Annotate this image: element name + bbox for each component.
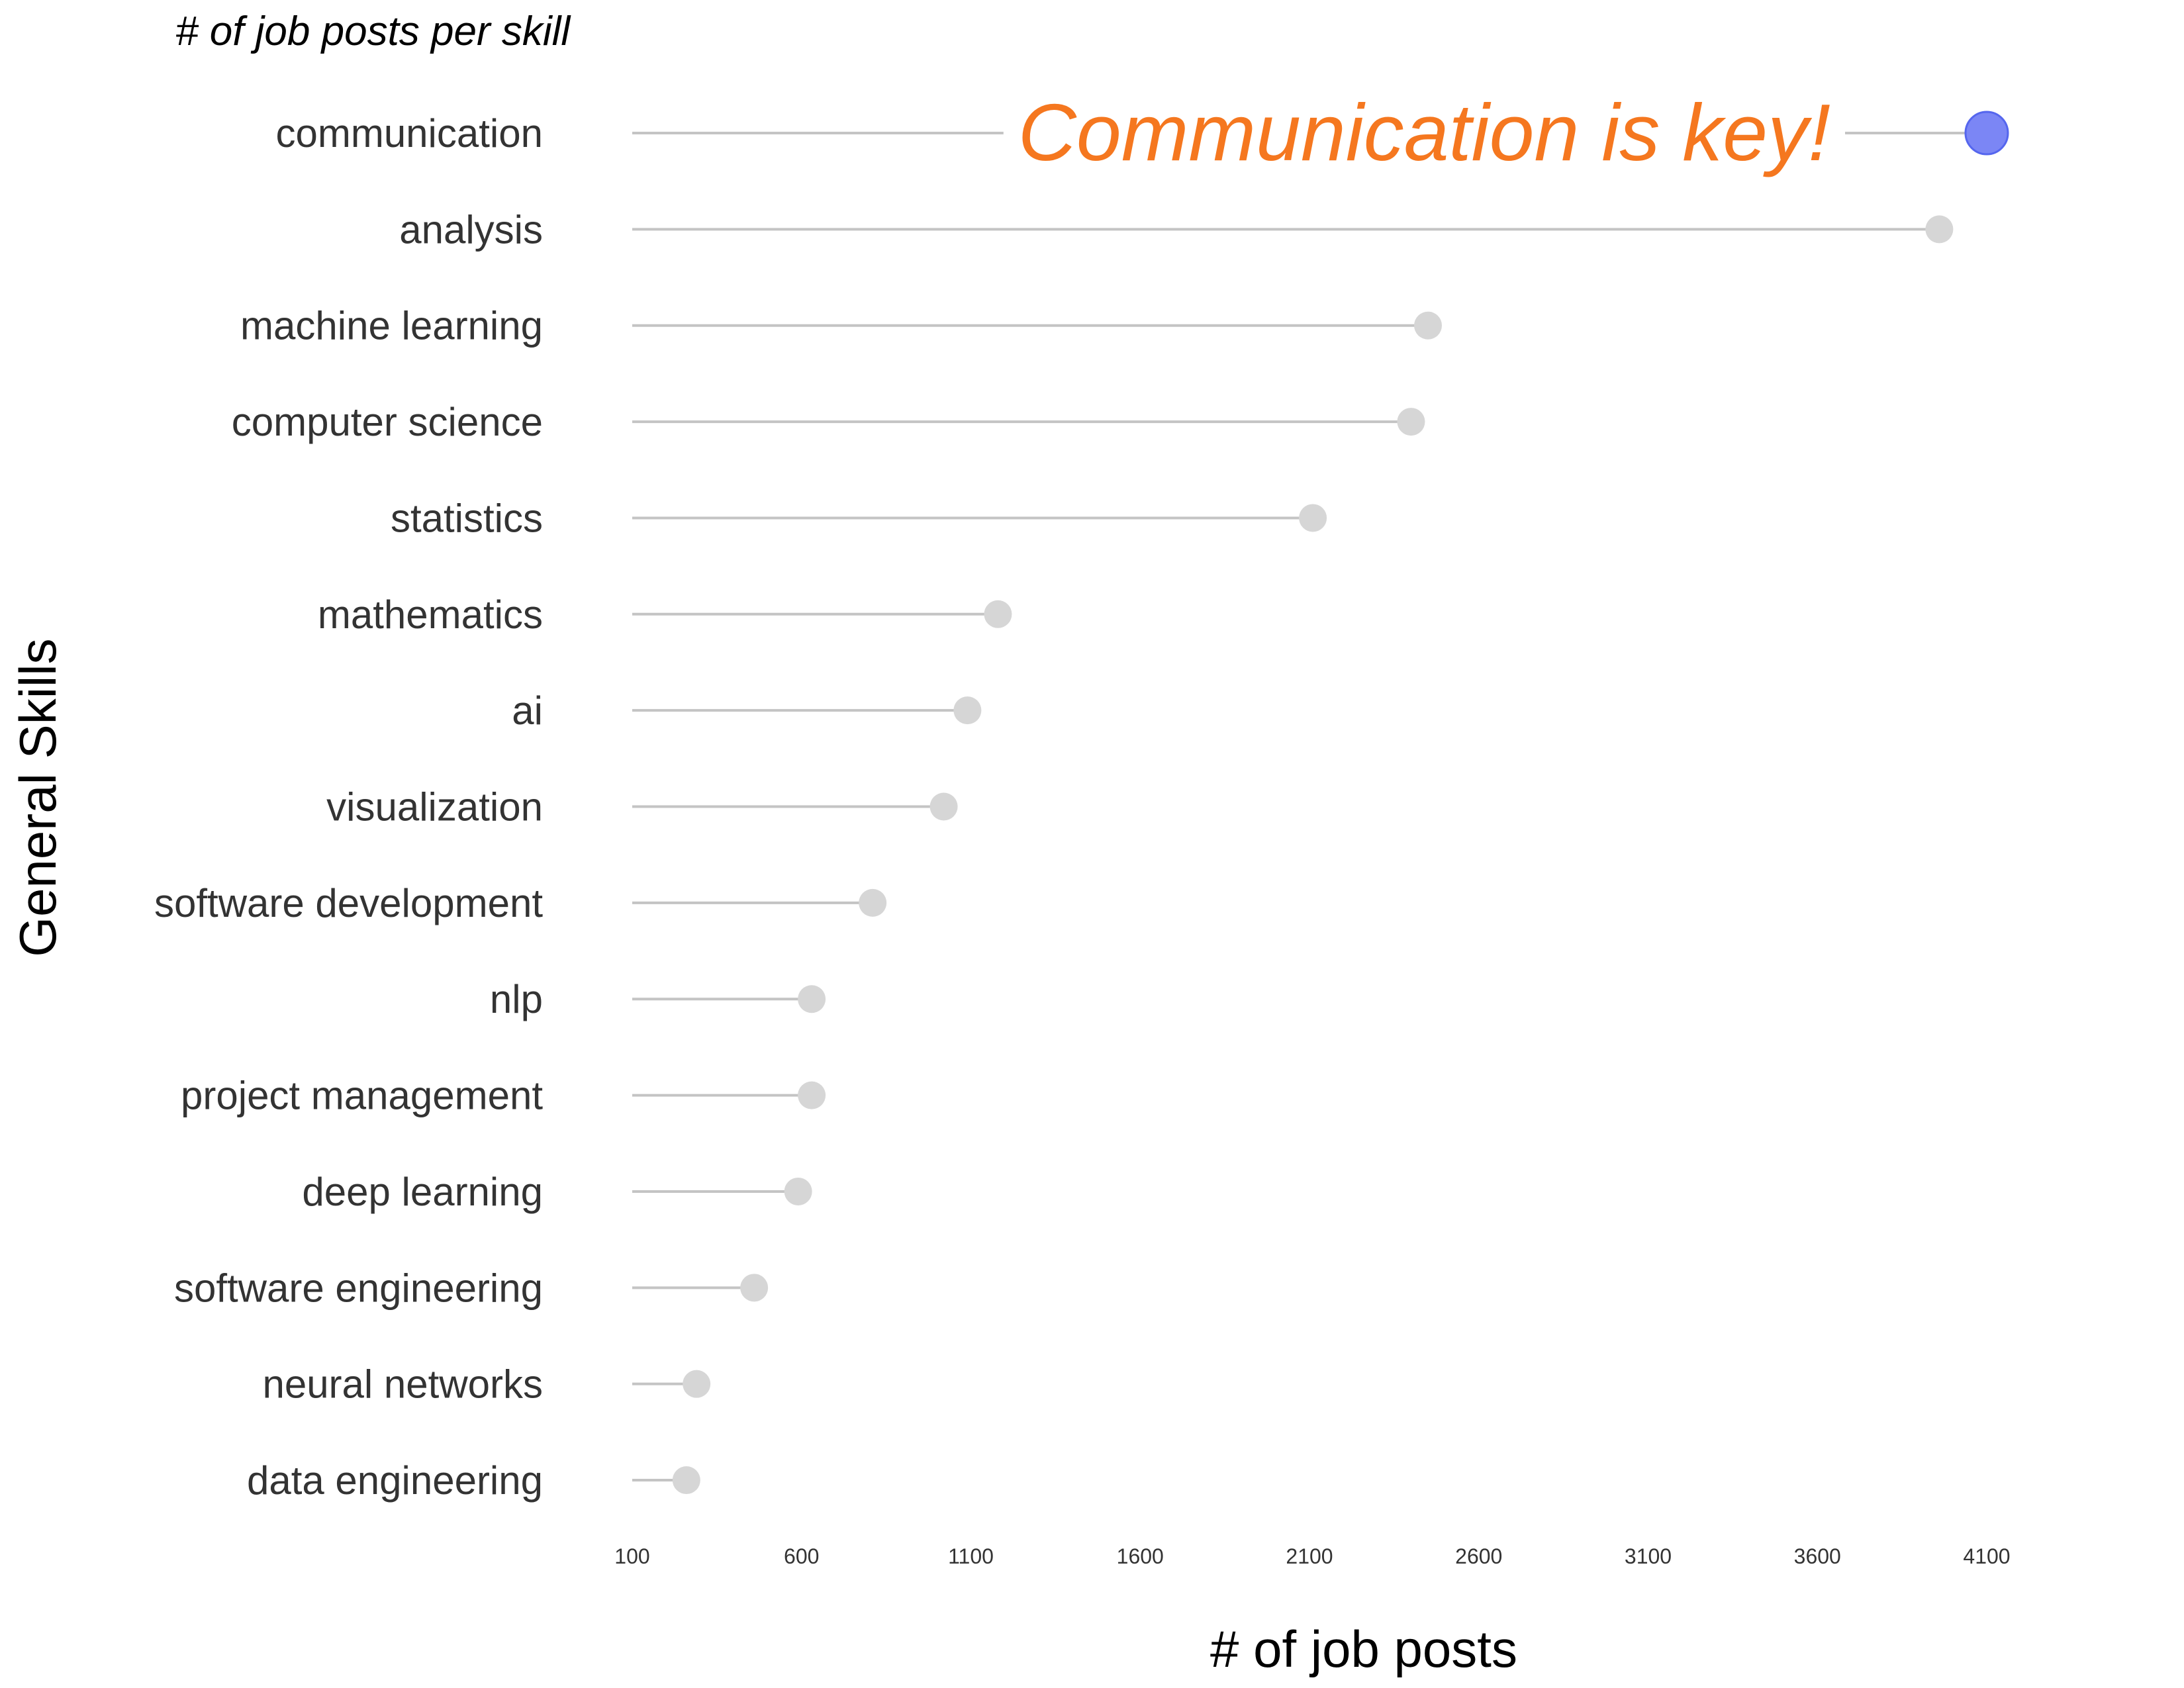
dot-machine-learning xyxy=(1414,311,1443,340)
category-label: communication xyxy=(275,111,543,156)
category-label: statistics xyxy=(391,496,543,540)
x-tick-label: 600 xyxy=(784,1544,819,1568)
dot-communication xyxy=(1964,111,2009,156)
x-tick-label: 2600 xyxy=(1455,1544,1502,1568)
category-label: data engineering xyxy=(247,1458,543,1503)
dot-project-management xyxy=(798,1081,826,1109)
dot-ai xyxy=(953,696,982,725)
dot-mathematics xyxy=(984,600,1012,628)
dot-software-engineering xyxy=(740,1274,769,1302)
category-labels: communication analysis machine learning com… xyxy=(154,111,543,1503)
dots-layer xyxy=(672,111,2009,1495)
category-label: nlp xyxy=(490,977,543,1021)
category-label: software development xyxy=(154,881,543,925)
category-label: deep learning xyxy=(302,1170,543,1214)
category-label: neural networks xyxy=(262,1362,543,1407)
annotation-text: Communication is key! xyxy=(1018,87,1830,177)
chart-subtitle: # of job posts per skill xyxy=(175,9,571,54)
x-tick-label: 100 xyxy=(614,1544,649,1568)
annotation-layer: Communication is key! xyxy=(1003,87,1845,177)
x-tick-label: 1100 xyxy=(948,1544,994,1568)
dot-neural-networks xyxy=(683,1370,711,1398)
x-tick-label: 4100 xyxy=(1963,1544,2010,1568)
dot-computer-science xyxy=(1397,408,1425,436)
x-axis-title: # of job posts xyxy=(1210,1620,1517,1678)
dot-deep-learning xyxy=(784,1177,812,1205)
category-label: ai xyxy=(512,688,543,733)
category-label: visualization xyxy=(326,785,543,829)
x-tick-label: 3100 xyxy=(1625,1544,1672,1568)
x-tick-labels: 100 600 1100 1600 2100 2600 3100 3600 4100 xyxy=(614,1544,2010,1568)
category-label: machine learning xyxy=(240,304,543,348)
category-label: mathematics xyxy=(318,592,543,637)
annotation-backing xyxy=(1003,87,1845,177)
dot-visualization xyxy=(929,792,958,821)
dot-data-engineering xyxy=(672,1466,700,1495)
dot-software-development xyxy=(859,888,887,917)
category-label: computer science xyxy=(232,400,543,444)
dot-statistics xyxy=(1299,504,1327,532)
category-label: software engineering xyxy=(174,1266,543,1310)
x-tick-label: 1600 xyxy=(1117,1544,1164,1568)
x-tick-label: 3600 xyxy=(1794,1544,1841,1568)
stems-layer xyxy=(632,132,1987,1482)
category-label: analysis xyxy=(399,207,543,252)
x-tick-label: 2100 xyxy=(1286,1544,1333,1568)
dot-analysis xyxy=(1925,215,1954,244)
y-axis-title: General Skills xyxy=(9,638,67,957)
category-label: project management xyxy=(181,1074,543,1118)
dot-nlp xyxy=(798,985,826,1013)
